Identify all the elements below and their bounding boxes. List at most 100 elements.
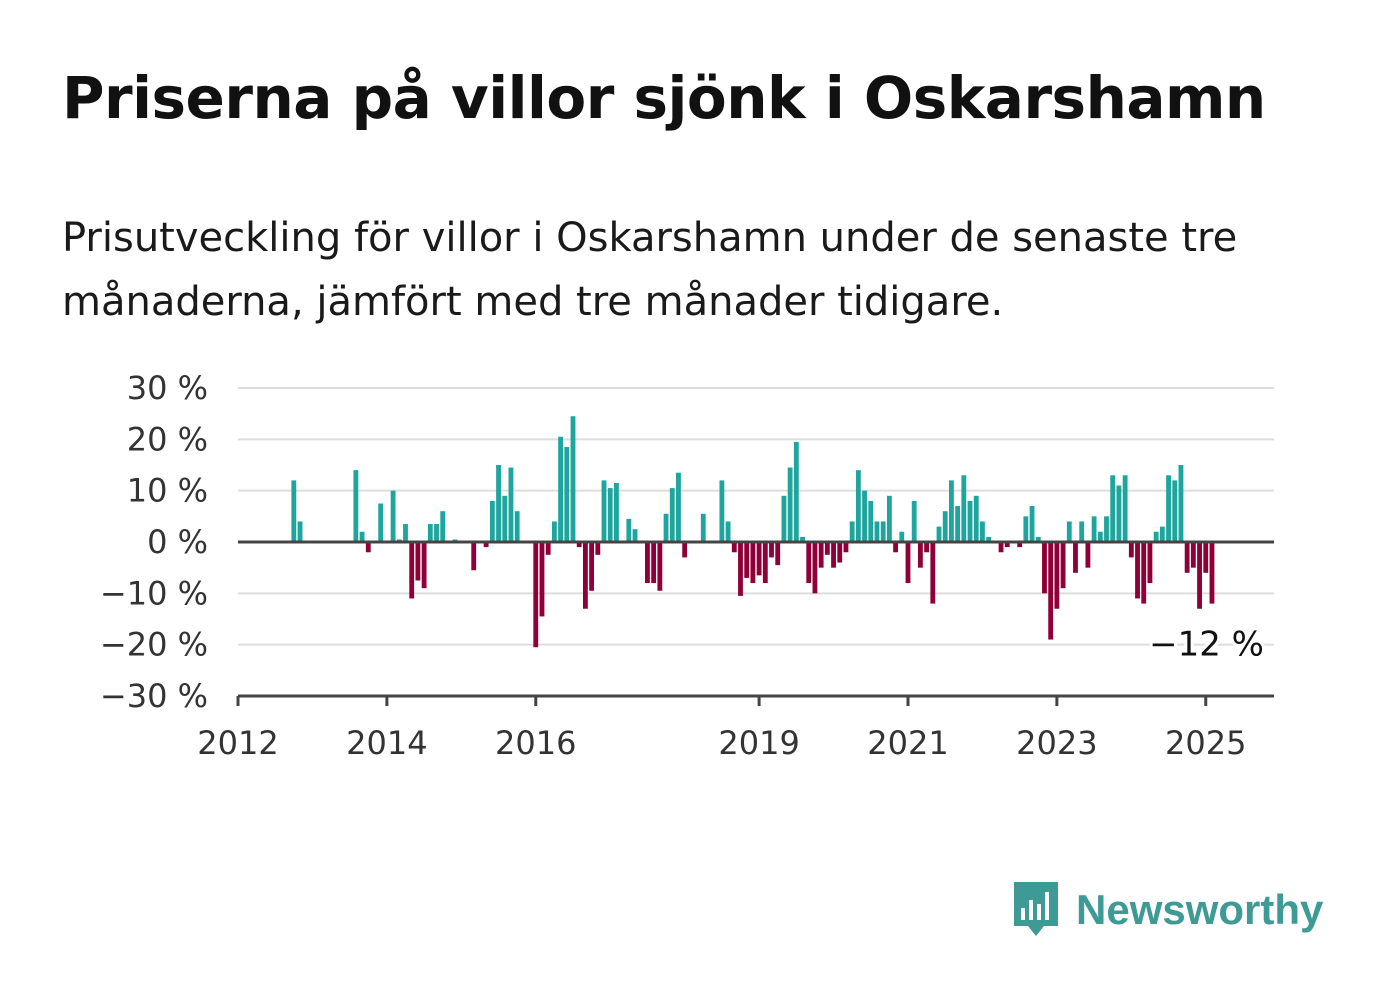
bar: [353, 470, 359, 542]
newsworthy-logo: Newsworthy: [1010, 878, 1323, 942]
bar: [843, 542, 849, 553]
bar: [632, 529, 638, 542]
bar: [936, 526, 942, 542]
y-tick-label: −30 %: [100, 677, 208, 715]
bar: [558, 436, 564, 542]
bar: [899, 531, 905, 542]
bar: [800, 536, 805, 542]
bar: [725, 521, 731, 542]
bar: [1166, 475, 1171, 542]
bar-chart-speech-bubble-icon: [1010, 878, 1062, 942]
bar: [421, 542, 427, 589]
bar: [837, 542, 843, 563]
bar: [868, 500, 874, 542]
y-tick-label: −20 %: [100, 626, 208, 664]
bar: [564, 447, 570, 542]
brand-name: Newsworthy: [1076, 886, 1324, 933]
x-tick-label: 2025: [1165, 724, 1246, 762]
bar: [1079, 521, 1085, 542]
bar: [1054, 542, 1060, 609]
bar: [1085, 542, 1091, 568]
bar: [359, 531, 365, 542]
bar: [682, 542, 688, 558]
bar: [508, 467, 514, 542]
bar: [589, 542, 595, 591]
bar: [613, 482, 619, 542]
bar: [1091, 516, 1097, 542]
bar: [700, 513, 706, 542]
bar: [551, 521, 557, 542]
bar: [607, 488, 613, 542]
bar: [601, 480, 607, 542]
bar: [570, 416, 576, 542]
bar: [1097, 531, 1103, 542]
bar: [471, 542, 477, 571]
x-tick-label: 2019: [718, 724, 799, 762]
bar: [775, 542, 781, 566]
bar: [1128, 542, 1134, 558]
bar: [378, 503, 384, 542]
chart-subtitle: Prisutveckling för villor i Oskarshamn u…: [62, 215, 1238, 325]
bar: [831, 542, 836, 568]
bar: [880, 521, 886, 542]
bar: [973, 495, 979, 542]
bar: [1060, 542, 1066, 589]
bar: [409, 542, 415, 599]
bar: [440, 511, 446, 542]
bar: [756, 542, 762, 576]
bar: [595, 542, 601, 555]
bar: [1116, 485, 1122, 542]
bar: [1035, 536, 1041, 542]
bar: [955, 506, 961, 542]
bar: [1122, 475, 1128, 542]
bar: [1147, 542, 1153, 584]
bar: [874, 521, 880, 542]
bar: [961, 475, 967, 542]
bar: [787, 467, 793, 542]
bar: [738, 542, 743, 596]
bar: [483, 542, 489, 548]
bar: [812, 542, 818, 594]
chart-title: Priserna på villor sjönk i Oskarshamn: [62, 64, 1266, 132]
y-tick-label: 0 %: [147, 523, 208, 561]
bar: [645, 542, 650, 584]
bar: [781, 495, 787, 542]
bar: [948, 480, 954, 542]
bar: [911, 500, 917, 542]
bar: [502, 495, 508, 542]
bar: [1209, 542, 1215, 604]
bar: [1048, 542, 1054, 640]
bar: [769, 542, 774, 558]
bar: [855, 470, 861, 542]
bar: [669, 488, 675, 542]
bar: [427, 524, 433, 542]
last-value-label: −12 %: [1149, 625, 1264, 665]
bar: [1004, 542, 1010, 548]
x-tick-label: 2014: [346, 724, 427, 762]
bar: [1135, 542, 1140, 599]
bar: [539, 542, 545, 617]
bar: [1017, 542, 1023, 548]
bar: [1159, 526, 1165, 542]
bar: [793, 441, 799, 542]
x-tick-label: 2012: [197, 724, 278, 762]
bar: [818, 542, 824, 568]
bar: [626, 518, 632, 542]
bar: [514, 511, 520, 542]
bar: [545, 542, 551, 555]
bar: [1203, 542, 1209, 573]
bar: [806, 542, 812, 584]
bar: [893, 542, 899, 553]
bar: [403, 524, 408, 542]
bar: [744, 542, 750, 578]
bar: [1073, 542, 1078, 573]
bar: [917, 542, 923, 568]
bar: [576, 542, 582, 548]
bar: [1153, 531, 1159, 542]
bar: [1029, 506, 1035, 542]
bar: [291, 480, 297, 542]
bar: [1066, 521, 1072, 542]
bar: [824, 542, 830, 555]
bar: [651, 542, 657, 584]
bar: [1110, 475, 1116, 542]
